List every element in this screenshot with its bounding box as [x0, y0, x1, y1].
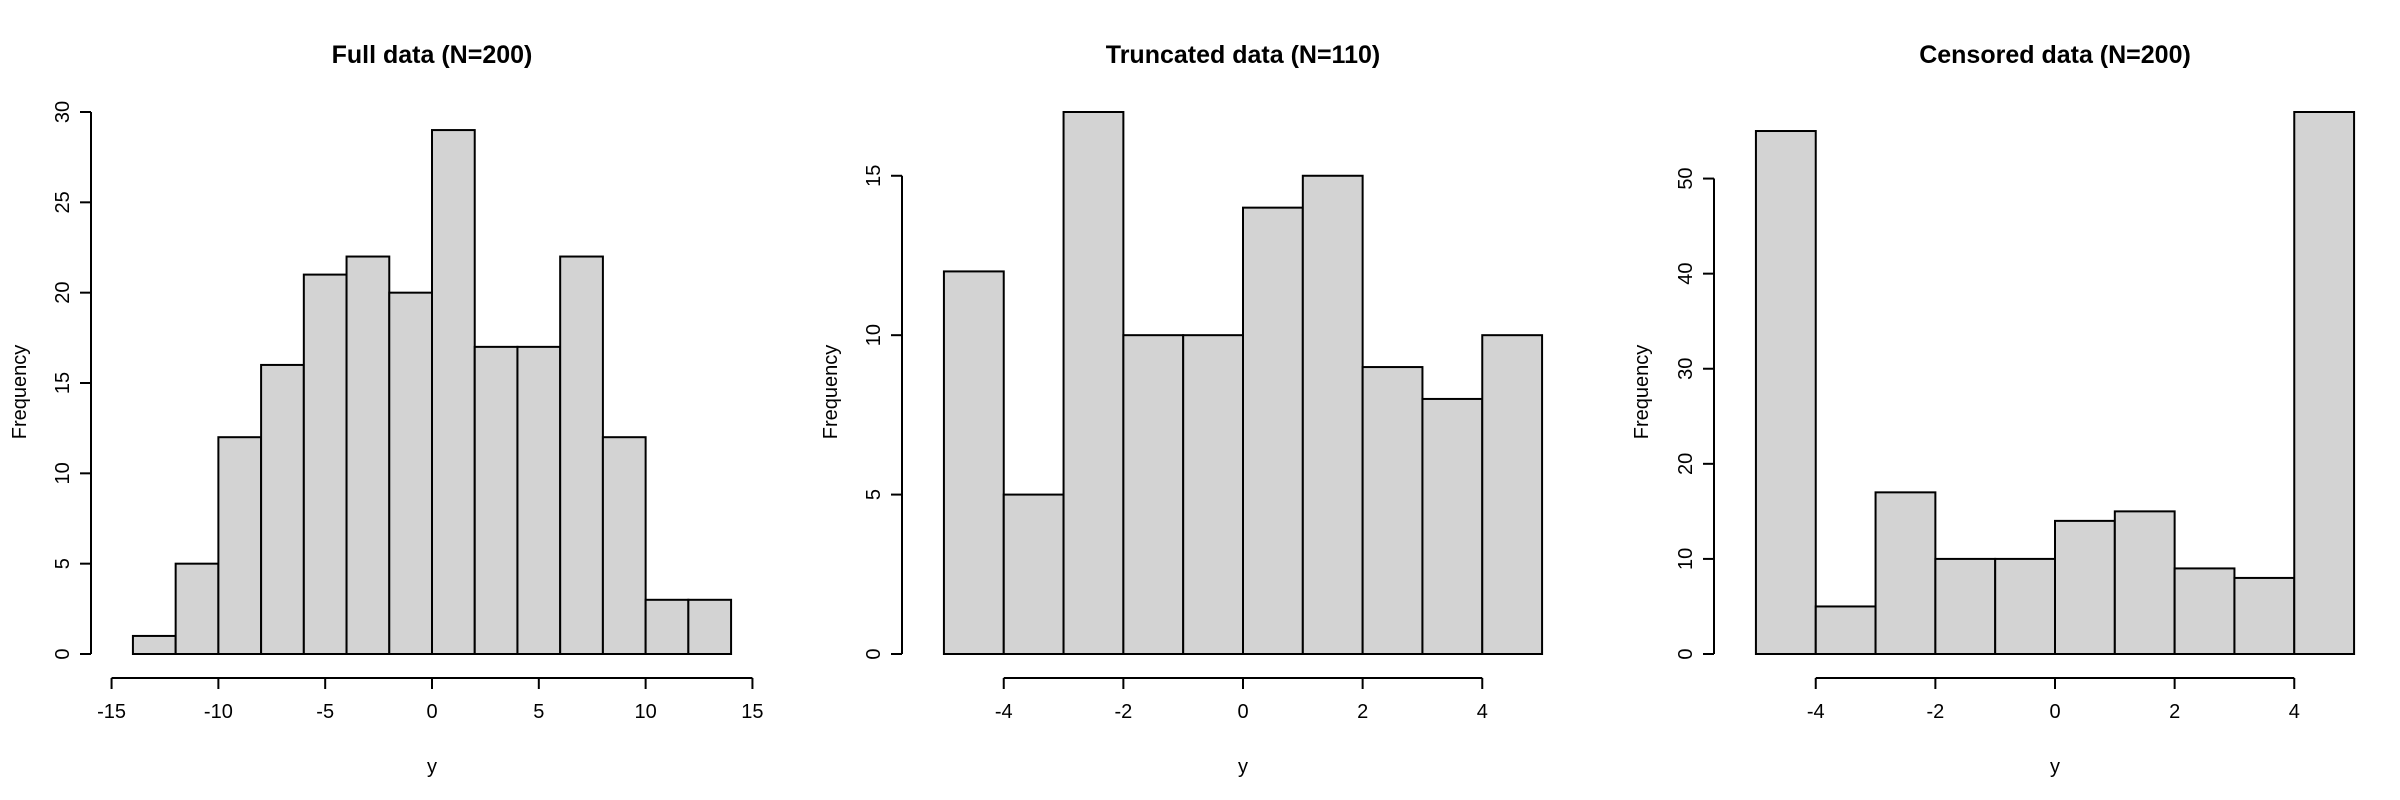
bar-group	[942, 111, 1544, 655]
bar-group	[131, 129, 733, 656]
histogram-bar	[302, 273, 348, 655]
x-tick-label: -5	[316, 701, 334, 723]
y-tick-label: 30	[52, 101, 74, 123]
histogram-bar	[1934, 557, 1997, 656]
censored-data-panel: Censored data (N=200) y Frequency -4 -2 0 2…	[1631, 41, 2356, 778]
histogram-bar	[1814, 605, 1877, 655]
bar-group	[1754, 111, 2356, 656]
x-tick-label: 4	[1477, 701, 1488, 723]
histogram-bar	[1481, 334, 1544, 655]
histogram-bar	[2233, 576, 2296, 655]
histogram-bar	[1994, 557, 2056, 656]
y-tick-label: 10	[863, 324, 885, 346]
y-axis: 0 5 10 15	[863, 165, 903, 660]
histogram-bar	[388, 291, 434, 655]
histogram-bar	[1361, 366, 1424, 655]
x-tick-label: -4	[995, 701, 1013, 723]
histogram-bar	[1242, 206, 1304, 655]
histogram-bar	[1874, 491, 1937, 656]
histogram-bar	[1182, 334, 1244, 655]
x-tick-label: 4	[2289, 701, 2300, 723]
histogram-bar	[174, 562, 220, 656]
histogram-bar	[1122, 334, 1185, 655]
y-tick-label: 0	[863, 648, 885, 659]
histogram-bar	[217, 436, 263, 656]
histogram-bar	[942, 270, 1005, 655]
y-tick-label: 30	[1675, 358, 1697, 380]
panel-title: Censored data (N=200)	[1919, 41, 2191, 69]
panel-title: Truncated data (N=110)	[1106, 41, 1380, 69]
y-tick-label: 20	[1675, 453, 1697, 475]
histogram-bar	[2113, 510, 2176, 655]
x-tick-label: -15	[97, 701, 126, 723]
y-tick-label: 5	[52, 558, 74, 569]
histogram-bar	[2173, 567, 2236, 656]
y-axis-label: Frequency	[9, 345, 31, 440]
histogram-bar	[1421, 397, 1484, 655]
histogram-bar	[2293, 111, 2356, 655]
x-tick-label: 15	[741, 701, 763, 723]
histogram-bar	[1062, 111, 1125, 655]
full-data-panel: Full data (N=200) y Frequency -15 -10 -5 0 5…	[9, 41, 764, 778]
histogram-bar	[260, 363, 305, 655]
y-tick-label: 25	[52, 191, 74, 213]
y-tick-label: 0	[52, 648, 74, 659]
histogram-bar	[1301, 174, 1364, 655]
x-tick-label: 2	[1357, 701, 1368, 723]
histogram-bar	[345, 255, 391, 655]
y-axis-label: Frequency	[1631, 345, 1653, 440]
y-tick-label: 20	[52, 282, 74, 304]
x-axis: -4 -2 0 2 4	[1807, 677, 2300, 723]
y-tick-label: 10	[1675, 548, 1697, 570]
y-axis-label: Frequency	[820, 345, 842, 440]
y-axis: 0 10 20 30 40 50	[1675, 167, 1715, 660]
x-tick-label: -2	[1114, 701, 1132, 723]
y-tick-label: 15	[52, 372, 74, 394]
panel-title: Full data (N=200)	[332, 41, 533, 69]
histogram-bar	[1002, 493, 1065, 655]
histogram-bar	[431, 129, 476, 656]
truncated-data-panel: Truncated data (N=110) y Frequency -4 -2 0…	[820, 41, 1544, 778]
x-tick-label: 0	[426, 701, 437, 723]
histogram-bar	[1754, 130, 1817, 656]
x-axis-label: y	[1238, 756, 1248, 778]
y-tick-label: 15	[863, 165, 885, 187]
x-tick-label: 5	[533, 701, 544, 723]
x-tick-label: 10	[634, 701, 656, 723]
histogram-bar	[601, 436, 647, 656]
y-tick-label: 5	[863, 489, 885, 500]
x-tick-label: 2	[2169, 701, 2180, 723]
x-tick-label: -10	[204, 701, 233, 723]
histogram-bar	[131, 634, 177, 656]
x-tick-label: -2	[1926, 701, 1944, 723]
y-tick-label: 10	[52, 462, 74, 484]
histogram-bar	[559, 255, 604, 655]
y-tick-label: 40	[1675, 263, 1697, 285]
x-axis-label: y	[427, 756, 437, 778]
x-axis: -4 -2 0 2 4	[995, 677, 1488, 723]
histogram-bar	[2054, 519, 2116, 655]
y-tick-label: 0	[1675, 648, 1697, 659]
x-tick-label: 0	[2049, 701, 2060, 723]
histogram-bar	[516, 345, 562, 655]
y-axis: 0 5 10 15 20 25 30	[52, 101, 92, 660]
x-tick-label: -4	[1807, 701, 1825, 723]
histogram-bar	[687, 598, 733, 655]
x-axis: -15 -10 -5 0 5 10 15	[97, 677, 764, 723]
x-tick-label: 0	[1237, 701, 1248, 723]
histogram-bar	[644, 598, 690, 655]
y-tick-label: 50	[1675, 167, 1697, 189]
x-axis-label: y	[2050, 756, 2060, 778]
histogram-bar	[473, 345, 519, 655]
